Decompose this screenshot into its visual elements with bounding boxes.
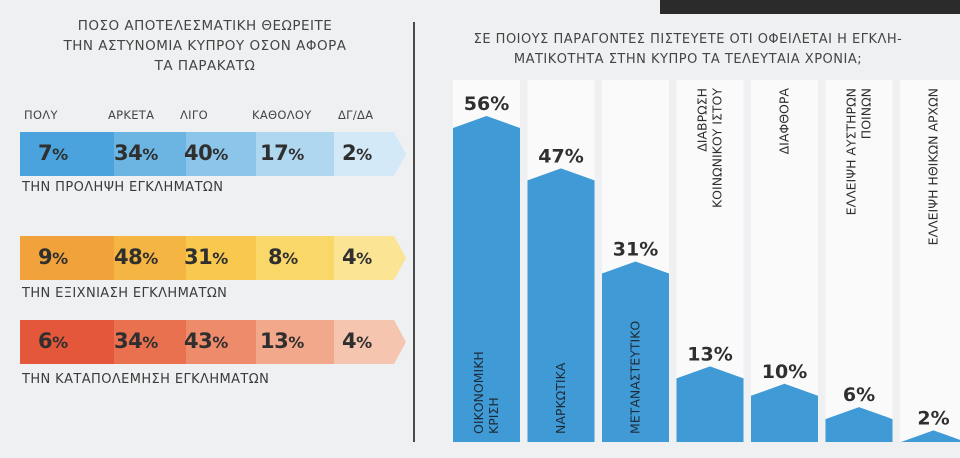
prevention-label: ΤΗΝ ΠΡΟΛΗΨΗ ΕΓΚΛΗΜΑΤΩΝ [22, 180, 224, 195]
bar-value-label-2: 47% [538, 145, 583, 167]
combat-seg-arketa [114, 320, 186, 364]
category-label-4: ΔΙΑΒΡΩΣΗΚΟΙΝΩΝΙΚΟΥ ΙΣΤΟΥ [695, 88, 725, 208]
detection-seg-ligo [186, 236, 256, 280]
detection-seg-katholou [256, 236, 334, 280]
category-label-6-line-1: ΕΛΛΕΙΨΗ ΑΥΣΤΗΡΩΝ [844, 88, 859, 215]
col-head-katholou: ΚΑΘΟΛΟΥ [252, 108, 312, 122]
prevention-val-poly: 7% [38, 141, 68, 165]
bar-value-label-7: 2% [917, 407, 949, 429]
panel-divider [413, 22, 415, 442]
bar-group-7 [900, 80, 960, 443]
category-label-2-line-1: ΝΑΡΚΩΤΙΚΑ [553, 362, 568, 434]
detection-seg-dgda [334, 236, 406, 280]
causes-title: ΣΕ ΠΟΙΟΥΣ ΠΑΡΑΓΟΝΤΕΣ ΠΙΣΤΕΥΕΤΕ ΟΤΙ ΟΦΕΙΛ… [423, 30, 953, 70]
combat-seg-katholou [256, 320, 334, 364]
combat-band: 6% 34% 43% 13% 4% [20, 320, 408, 364]
bar-value-label-3: 31% [613, 239, 658, 261]
bar-group-2 [527, 80, 595, 442]
prevention-val-katholou: 17% [260, 141, 304, 165]
causes-title-line-1: ΣΕ ΠΟΙΟΥΣ ΠΑΡΑΓΟΝΤΕΣ ΠΙΣΤΕΥΕΤΕ ΟΤΙ ΟΦΕΙΛ… [473, 32, 903, 47]
bar-1 [453, 116, 520, 442]
detection-band: 9% 48% 31% 8% 4% [20, 236, 408, 280]
detection-val-poly: 9% [38, 245, 68, 269]
rating-column-headers: ΠΟΛΥ ΑΡΚΕΤΑ ΛΙΓΟ ΚΑΘΟΛΟΥ ΔΓ/ΔΑ [0, 108, 410, 126]
bar-value-label-4: 13% [687, 343, 732, 365]
detection-seg-poly [20, 236, 114, 280]
category-label-3-line-1: ΜΕΤΑΝΑΣΤΕΥΤΙΚΟ [628, 321, 643, 434]
effectiveness-title: ΠΟΣΟ ΑΠΟΤΕΛΕΣΜΑΤΙΚΗ ΘΕΩΡΕΙΤΕ ΤΗΝ ΑΣΤΥΝΟΜ… [10, 16, 400, 76]
prevention-band-shape [20, 132, 406, 176]
bar-3 [602, 261, 669, 442]
effectiveness-title-line-3: ΤΑ ΠΑΡΑΚΑΤΩ [154, 58, 256, 74]
prevention-val-arketa: 34% [114, 141, 158, 165]
causes-bar-chart: 56% ΟΙΚΟΝΟΜΙΚΗΚΡΙΣΗ 47% ΝΑΡΚΩΤΙΚΑ 31% ΜΕΤΑΝΑΣ… [453, 80, 960, 443]
bar-column-bg-5 [751, 80, 818, 442]
prevention-seg-dgda [334, 132, 406, 176]
combat-val-dgda: 4% [342, 329, 372, 353]
effectiveness-panel: ΠΟΣΟ ΑΠΟΤΕΛΕΣΜΑΤΙΚΗ ΘΕΩΡΕΙΤΕ ΤΗΝ ΑΣΤΥΝΟΜ… [0, 16, 410, 458]
detection-val-dgda: 4% [342, 245, 372, 269]
detection-band-shape [20, 236, 406, 280]
combat-band-shape [20, 320, 406, 364]
effectiveness-title-line-2: ΤΗΝ ΑΣΤΥΝΟΜΙΑ ΚΥΠΡΟΥ ΟΣΟΝ ΑΦΟΡΑ [63, 38, 347, 54]
bar-2 [527, 168, 595, 442]
col-head-dgda: ΔΓ/ΔΑ [338, 108, 374, 122]
combat-val-katholou: 13% [260, 329, 304, 353]
prevention-band: 7% 34% 40% 17% 2% [20, 132, 408, 176]
col-head-ligo: ΛΙΓΟ [180, 108, 208, 122]
bar-column-bg-6 [825, 80, 893, 442]
category-label-2: ΝΑΡΚΩΤΙΚΑ [553, 362, 568, 434]
category-label-1: ΟΙΚΟΝΟΜΙΚΗΚΡΙΣΗ [471, 351, 501, 434]
causes-panel: ΣΕ ΠΟΙΟΥΣ ΠΑΡΑΓΟΝΤΕΣ ΠΙΣΤΕΥΕΤΕ ΟΤΙ ΟΦΕΙΛ… [423, 16, 960, 458]
bar-value-label-1: 56% [464, 93, 509, 115]
combat-val-arketa: 34% [114, 329, 158, 353]
category-label-4-line-1: ΔΙΑΒΡΩΣΗ [695, 88, 710, 152]
bar-group-3 [602, 80, 669, 442]
category-label-1-line-1: ΟΙΚΟΝΟΜΙΚΗ [471, 351, 486, 434]
prevention-seg-poly [20, 132, 114, 176]
category-label-5: ΔΙΑΦΘΟΡΑ [777, 88, 792, 155]
category-label-7: ΕΛΛΕΙΨΗ ΗΘΙΚΩΝ ΑΡΧΩΝ [926, 88, 941, 245]
bar-group-4 [676, 80, 744, 442]
combat-seg-poly [20, 320, 114, 364]
detection-val-arketa: 48% [114, 245, 158, 269]
top-dark-edge [660, 0, 960, 14]
bar-value-label-6: 6% [843, 384, 875, 406]
prevention-val-ligo: 40% [184, 141, 228, 165]
combat-seg-ligo [186, 320, 256, 364]
category-label-4-line-2: ΚΟΙΝΩΝΙΚΟΥ ΙΣΤΟΥ [710, 88, 725, 208]
bar-5 [751, 383, 818, 442]
bar-value-label-5: 10% [762, 361, 807, 383]
detection-val-ligo: 31% [184, 245, 228, 269]
detection-val-katholou: 8% [268, 245, 298, 269]
category-label-3: ΜΕΤΑΝΑΣΤΕΥΤΙΚΟ [628, 321, 643, 434]
combat-label: ΤΗΝ ΚΑΤΑΠΟΛΕΜΗΣΗ ΕΓΚΛΗΜΑΤΩΝ [22, 372, 270, 387]
bar-group-6 [825, 80, 893, 442]
detection-label: ΤΗΝ ΕΞΙΧΝΙΑΣΗ ΕΓΚΛΗΜΑΤΩΝ [22, 286, 228, 301]
col-head-arketa: ΑΡΚΕΤΑ [108, 108, 155, 122]
combat-val-ligo: 43% [184, 329, 228, 353]
bar-column-bg-7 [900, 80, 960, 442]
prevention-seg-katholou [256, 132, 334, 176]
bar-group-1 [453, 80, 520, 442]
category-label-1-line-2: ΚΡΙΣΗ [486, 397, 501, 434]
detection-seg-arketa [114, 236, 186, 280]
category-label-7-line-1: ΕΛΛΕΙΨΗ ΗΘΙΚΩΝ ΑΡΧΩΝ [926, 88, 941, 245]
combat-val-poly: 6% [38, 329, 68, 353]
causes-title-line-2: ΜΑΤΙΚΟΤΗΤΑ ΣΤΗΝ ΚΥΠΡΟ ΤΑ ΤΕΛΕΥΤΑΙΑ ΧΡΟΝΙ… [513, 52, 863, 67]
prevention-seg-arketa [114, 132, 186, 176]
prevention-seg-ligo [186, 132, 256, 176]
bar-group-5 [751, 80, 818, 442]
category-label-5-line-1: ΔΙΑΦΘΟΡΑ [777, 88, 792, 155]
bar-7 [900, 430, 960, 443]
prevention-val-dgda: 2% [342, 141, 372, 165]
col-head-poly: ΠΟΛΥ [24, 108, 58, 122]
effectiveness-title-line-1: ΠΟΣΟ ΑΠΟΤΕΛΕΣΜΑΤΙΚΗ ΘΕΩΡΕΙΤΕ [77, 18, 333, 34]
category-label-6-line-2: ΠΟΙΝΩΝ [859, 88, 874, 139]
combat-seg-dgda [334, 320, 406, 364]
bar-6 [825, 407, 893, 442]
bar-4 [676, 366, 744, 442]
category-label-6: ΕΛΛΕΙΨΗ ΑΥΣΤΗΡΩΝΠΟΙΝΩΝ [844, 88, 874, 215]
